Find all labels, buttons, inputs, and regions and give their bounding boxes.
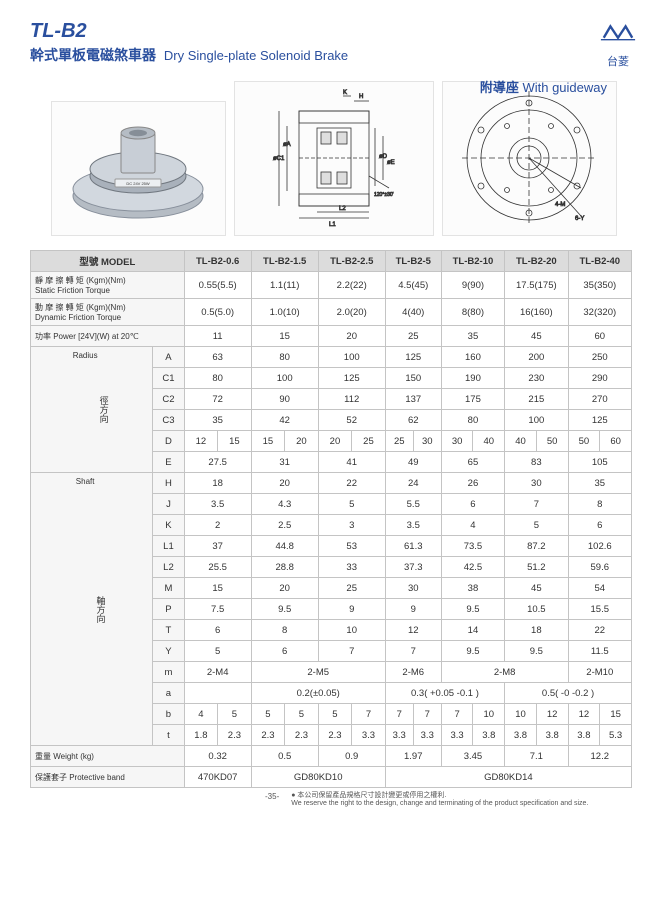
product-code: TL-B2 bbox=[30, 20, 599, 43]
row-C2: C2 bbox=[153, 389, 184, 410]
guideway-en: With guideway bbox=[522, 80, 607, 95]
guideway-cn: 附導座 bbox=[480, 80, 519, 95]
svg-text:øC1: øC1 bbox=[273, 156, 285, 162]
row-A: A bbox=[153, 347, 184, 368]
svg-text:L1: L1 bbox=[329, 222, 336, 228]
svg-text:DC 24V 25W: DC 24V 25W bbox=[126, 181, 150, 186]
disclaimer: ● 本公司保留產品規格尺寸設計變更或停用之權利. We reserve the … bbox=[291, 792, 637, 809]
row-L1: L1 bbox=[153, 536, 184, 557]
weight-label: 重量 Weight (kg) bbox=[31, 746, 185, 767]
figures-row: 附導座 With guideway DC 24V 25W bbox=[30, 81, 637, 236]
product-title: 幹式單板電磁煞車器 Dry Single-plate Solenoid Brak… bbox=[30, 45, 599, 65]
static-label: 靜 摩 擦 轉 矩 (Kgm)(Nm)Static Friction Torqu… bbox=[31, 272, 185, 299]
svg-text:4-M: 4-M bbox=[555, 202, 565, 208]
model-header: 型號 MODEL bbox=[31, 251, 185, 272]
product-photo: DC 24V 25W bbox=[51, 101, 226, 236]
dynamic-label: 動 摩 擦 轉 矩 (Kgm)(Nm)Dynamic Friction Torq… bbox=[31, 299, 185, 326]
row-D: D bbox=[153, 431, 184, 452]
model-col-6: TL-B2-40 bbox=[568, 251, 631, 272]
row-H: H bbox=[153, 473, 184, 494]
row-J: J bbox=[153, 494, 184, 515]
row-b: b bbox=[153, 704, 184, 725]
row-P: P bbox=[153, 599, 184, 620]
row-m: m bbox=[153, 662, 184, 683]
row-T: T bbox=[153, 620, 184, 641]
logo-text: 台菱 bbox=[599, 53, 637, 69]
svg-text:L2: L2 bbox=[339, 206, 346, 212]
logo-icon bbox=[599, 20, 637, 46]
row-K: K bbox=[153, 515, 184, 536]
page-number: -35- bbox=[265, 792, 279, 801]
svg-text:6-Y: 6-Y bbox=[575, 216, 584, 222]
row-a: a bbox=[153, 683, 184, 704]
disclaimer-en: We reserve the right to the design, chan… bbox=[291, 800, 637, 808]
svg-text:øE: øE bbox=[387, 160, 395, 166]
front-drawing: 6-Y 4-M bbox=[442, 81, 617, 236]
model-col-0: TL-B2-0.6 bbox=[184, 251, 251, 272]
band-label: 保護套子 Protective band bbox=[31, 767, 185, 788]
row-E: E bbox=[153, 452, 184, 473]
model-col-5: TL-B2-20 bbox=[505, 251, 568, 272]
shaft-group: 軸方向Shaft bbox=[31, 473, 153, 746]
radius-group: 徑方向Radius bbox=[31, 347, 153, 473]
spec-table-wrap: 型號 MODELTL-B2-0.6TL-B2-1.5TL-B2-2.5TL-B2… bbox=[30, 250, 637, 788]
model-col-3: TL-B2-5 bbox=[385, 251, 441, 272]
disclaimer-cn: ● 本公司保留產品規格尺寸設計變更或停用之權利. bbox=[291, 792, 637, 800]
row-M: M bbox=[153, 578, 184, 599]
footer: -35- ● 本公司保留產品規格尺寸設計變更或停用之權利. We reserve… bbox=[30, 792, 637, 809]
model-col-2: TL-B2-2.5 bbox=[318, 251, 385, 272]
section-drawing: øC1 øA L1 L2 H K 120°±30' øD øE bbox=[234, 81, 434, 236]
row-L2: L2 bbox=[153, 557, 184, 578]
svg-text:H: H bbox=[359, 94, 363, 100]
power-label: 功率 Power [24V](W) at 20℃ bbox=[31, 326, 185, 347]
model-col-1: TL-B2-1.5 bbox=[251, 251, 318, 272]
header: TL-B2 幹式單板電磁煞車器 Dry Single-plate Solenoi… bbox=[30, 20, 637, 69]
model-col-4: TL-B2-10 bbox=[441, 251, 504, 272]
row-C1: C1 bbox=[153, 368, 184, 389]
guideway-label: 附導座 With guideway bbox=[480, 77, 607, 96]
svg-text:K: K bbox=[343, 90, 347, 96]
title-en: Dry Single-plate Solenoid Brake bbox=[164, 48, 348, 63]
row-t: t bbox=[153, 725, 184, 746]
spec-table: 型號 MODELTL-B2-0.6TL-B2-1.5TL-B2-2.5TL-B2… bbox=[30, 250, 632, 788]
svg-text:120°±30': 120°±30' bbox=[374, 192, 394, 198]
brand-logo: 台菱 bbox=[599, 20, 637, 69]
svg-text:øA: øA bbox=[283, 142, 291, 148]
title-block: TL-B2 幹式單板電磁煞車器 Dry Single-plate Solenoi… bbox=[30, 20, 599, 65]
row-C3: C3 bbox=[153, 410, 184, 431]
row-Y: Y bbox=[153, 641, 184, 662]
title-cn: 幹式單板電磁煞車器 bbox=[30, 47, 156, 63]
